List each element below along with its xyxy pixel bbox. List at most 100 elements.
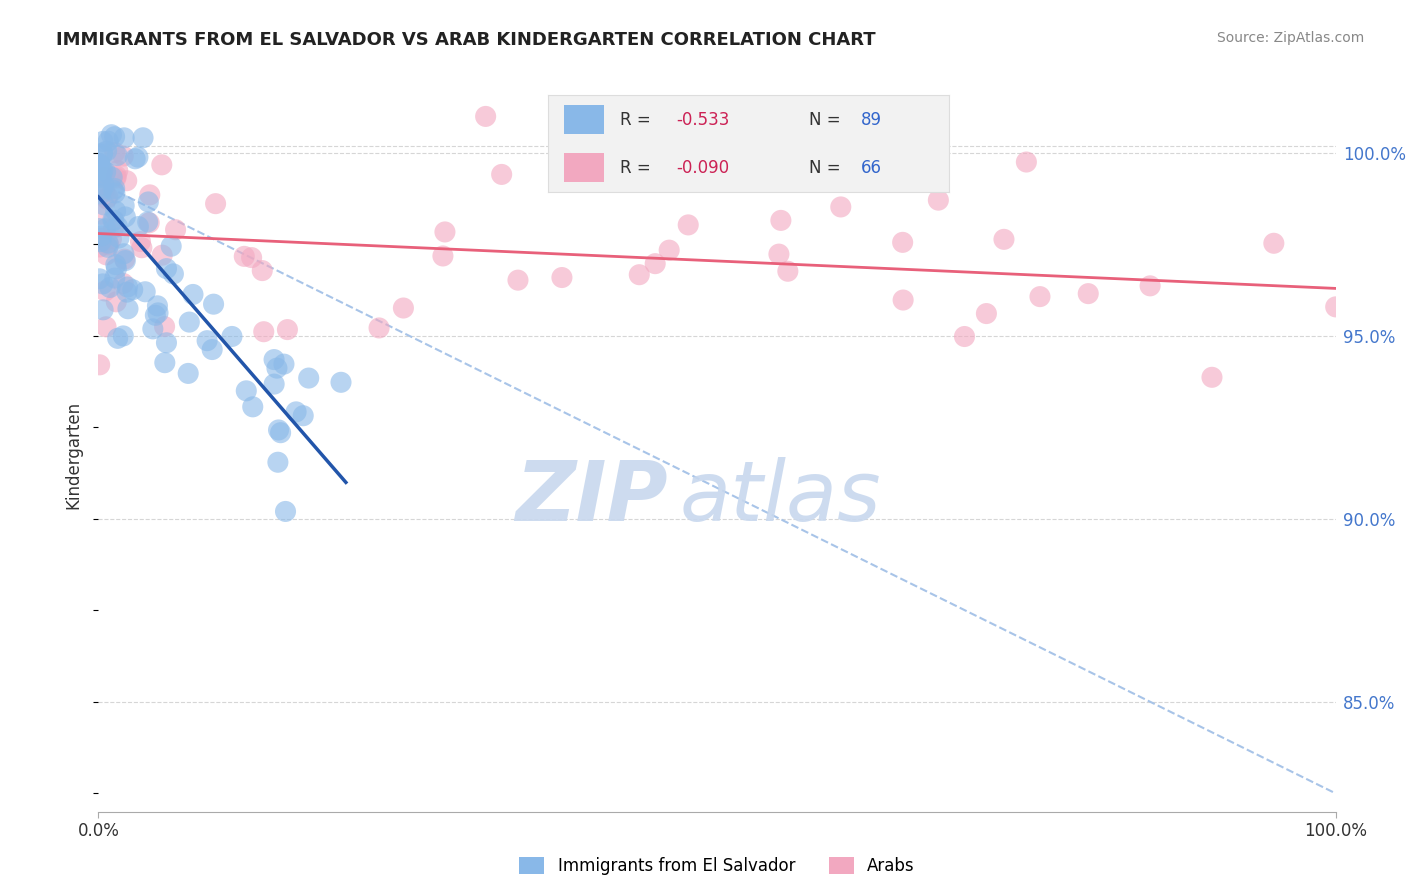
Point <box>233 249 256 263</box>
Point <box>162 267 184 281</box>
Point <box>155 261 177 276</box>
Text: -0.090: -0.090 <box>676 159 730 177</box>
Text: ZIP: ZIP <box>515 458 668 538</box>
Point <box>104 129 127 144</box>
Point <box>114 210 136 224</box>
Point <box>1139 278 1161 293</box>
Point <box>104 204 127 219</box>
Point <box>117 301 139 316</box>
Point <box>101 213 124 227</box>
Point <box>181 287 204 301</box>
Point <box>105 294 128 309</box>
Point <box>1263 236 1285 251</box>
Point <box>830 200 852 214</box>
Point <box>112 199 135 213</box>
Point <box>91 146 114 161</box>
Point <box>491 168 513 182</box>
Point <box>368 321 391 335</box>
Point <box>267 423 290 437</box>
Point <box>103 221 125 235</box>
Point <box>97 237 120 252</box>
Point <box>115 174 138 188</box>
Point <box>221 329 243 343</box>
FancyBboxPatch shape <box>564 153 605 182</box>
Point <box>202 297 225 311</box>
Point <box>676 218 699 232</box>
Point <box>263 352 285 367</box>
Point <box>177 367 200 381</box>
Point <box>90 235 112 249</box>
Point <box>127 150 149 164</box>
Point <box>1201 370 1223 384</box>
Point <box>768 247 790 261</box>
Point <box>506 273 529 287</box>
Point <box>146 306 169 320</box>
Point <box>97 190 120 204</box>
Point <box>993 232 1015 246</box>
Point <box>267 455 290 469</box>
Point <box>91 231 114 245</box>
Point <box>891 235 914 250</box>
Point <box>242 400 264 414</box>
Point <box>474 110 496 124</box>
Text: R =: R = <box>620 111 657 128</box>
Point <box>104 271 127 285</box>
Point <box>953 329 976 343</box>
Point <box>124 152 146 166</box>
Point <box>94 284 117 298</box>
Point <box>104 186 127 200</box>
Point <box>97 240 120 254</box>
Point <box>270 425 292 440</box>
Point <box>160 239 183 253</box>
Point <box>114 252 136 267</box>
Point <box>136 215 159 229</box>
Point <box>433 225 456 239</box>
Text: IMMIGRANTS FROM EL SALVADOR VS ARAB KINDERGARTEN CORRELATION CHART: IMMIGRANTS FROM EL SALVADOR VS ARAB KIND… <box>56 31 876 49</box>
Point <box>104 171 127 186</box>
Point <box>253 325 276 339</box>
Point <box>103 183 125 197</box>
Point <box>235 384 257 398</box>
Point <box>97 236 120 251</box>
Point <box>112 149 135 163</box>
Point <box>644 257 666 271</box>
Text: atlas: atlas <box>681 458 882 538</box>
Point <box>90 228 112 243</box>
Y-axis label: Kindergarten: Kindergarten <box>65 401 83 509</box>
Point <box>89 170 111 185</box>
Text: 89: 89 <box>860 111 882 128</box>
Point <box>201 343 224 357</box>
Point <box>91 135 114 149</box>
Point <box>103 213 125 227</box>
Point <box>136 194 159 209</box>
Point <box>112 131 135 145</box>
Point <box>150 158 173 172</box>
Point <box>292 409 315 423</box>
Point <box>91 302 114 317</box>
Point <box>90 207 112 221</box>
Point <box>132 130 155 145</box>
Point <box>204 196 226 211</box>
Point <box>108 231 131 245</box>
Point <box>179 315 201 329</box>
Text: R =: R = <box>620 159 657 177</box>
Point <box>263 377 285 392</box>
Point <box>150 248 173 262</box>
Point <box>100 128 122 142</box>
Point <box>105 261 128 276</box>
Point <box>112 277 135 291</box>
Point <box>1029 290 1052 304</box>
Point <box>273 357 295 371</box>
Point <box>93 183 115 197</box>
Point <box>104 181 127 195</box>
Point <box>96 248 118 262</box>
Point <box>93 198 115 212</box>
Point <box>165 223 187 237</box>
Point <box>298 371 321 385</box>
Point <box>104 145 127 160</box>
Point <box>769 213 792 227</box>
Point <box>976 307 998 321</box>
Text: -0.533: -0.533 <box>676 111 730 128</box>
Point <box>142 322 165 336</box>
Point <box>89 358 111 372</box>
